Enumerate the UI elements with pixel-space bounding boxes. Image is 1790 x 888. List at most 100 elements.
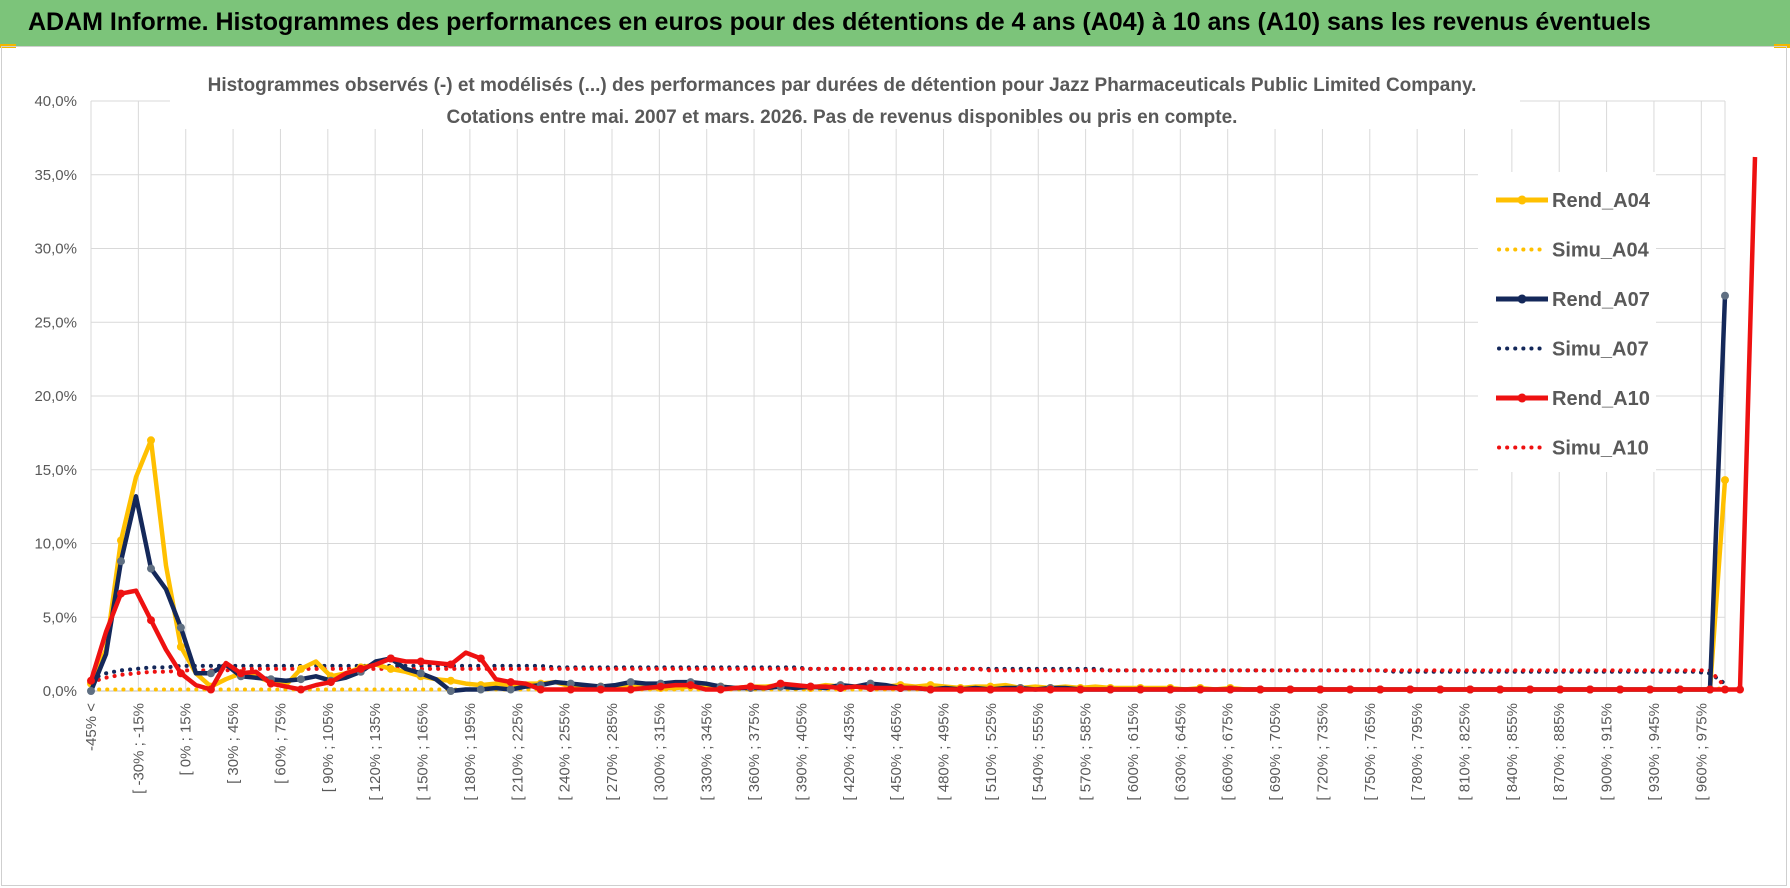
page-title: ADAM Informe. Histogrammes des performan… — [28, 8, 1651, 36]
series-rend-a04-point — [296, 664, 305, 673]
series-rend-a10-point — [1346, 685, 1355, 694]
series-rend-a10-point — [1436, 685, 1445, 694]
x-tick-label: [ 960% ; 975% — [1693, 703, 1710, 801]
series-rend-a10-point — [956, 685, 965, 694]
x-tick-label: [ 480% ; 495% — [936, 703, 953, 801]
series-rend-a10-point — [1166, 685, 1175, 694]
x-tick-label: -45% < — [83, 703, 100, 751]
series-rend-a10-point — [1616, 685, 1625, 694]
x-tick-label: [ 840% ; 855% — [1504, 703, 1521, 801]
series-rend-a10-point — [1496, 685, 1505, 694]
series-rend-a04-line — [88, 438, 1728, 692]
series-rend-a10-point — [776, 679, 785, 688]
x-tick-label: [ 180% ; 195% — [462, 703, 479, 801]
series-rend-a10-point — [716, 685, 725, 694]
series-rend-a10-point — [1526, 685, 1535, 694]
series-rend-a10-point — [416, 657, 425, 666]
series-rend-a10-point — [986, 685, 995, 694]
y-tick-label: 40,0% — [34, 93, 77, 110]
series-rend-a10-point — [1721, 685, 1729, 694]
series-rend-a07-point — [566, 679, 575, 688]
series-rend-a10-point — [1076, 685, 1085, 694]
series-rend-a10-point — [176, 669, 185, 678]
series-rend-a10-point — [806, 682, 815, 691]
series-rend-a10-point — [1406, 685, 1415, 694]
y-tick-label: 25,0% — [34, 314, 77, 331]
x-tick-label: [ 510% ; 525% — [983, 703, 1000, 801]
y-tick-label: 20,0% — [34, 388, 77, 405]
series-rend-a10-point — [1196, 685, 1205, 694]
series-rend-a04-point — [1721, 476, 1729, 485]
series-rend-a07-point — [506, 685, 515, 694]
title-backdrop — [170, 63, 1520, 129]
chart-subtitle: Cotations entre mai. 2007 et mars. 2026.… — [447, 107, 1238, 128]
legend-rend-a04-marker — [1517, 195, 1527, 205]
x-tick-label: [ -30% ; -15% — [130, 703, 147, 794]
series-rend-a10-point — [446, 660, 455, 669]
x-tick-label: [ 600% ; 615% — [1125, 703, 1142, 801]
series-rend-a10-point — [536, 685, 545, 694]
series-rend-a10-point — [626, 685, 635, 694]
series-rend-a10-point — [117, 589, 125, 598]
series-rend-a10-point — [1376, 685, 1385, 694]
series-rend-a04-point — [176, 642, 185, 651]
header-banner: ADAM Informe. Histogrammes des performan… — [0, 0, 1790, 46]
legend: Rend_A04 Simu_A04 Rend_A07 Simu_A07 Rend_A10… — [1478, 172, 1656, 472]
series-rend-a10-point — [1046, 685, 1055, 694]
legend-rend-a07-label: Rend_A07 — [1552, 289, 1650, 311]
series-rend-a07-point — [476, 685, 485, 694]
series-rend-a10-point — [206, 685, 215, 694]
x-tick-label: [ 150% ; 165% — [415, 703, 432, 801]
chart-title: Histogrammes observés (-) et modélisés (… — [208, 75, 1477, 96]
series-rend-a10-point — [1286, 685, 1295, 694]
x-tick-label: [ 390% ; 405% — [793, 703, 810, 801]
series-rend-a10-point — [746, 682, 755, 691]
x-tick-label: [ 540% ; 555% — [1030, 703, 1047, 801]
series-rend-a07-point — [87, 687, 95, 695]
chart-frame — [1, 46, 1787, 886]
x-tick-label: [ 30% ; 45% — [225, 703, 242, 784]
series-rend-a10-point — [236, 669, 245, 678]
series-rend-a10-point — [147, 616, 155, 625]
series-rend-a04-point — [147, 436, 155, 445]
series-rend-a10-point — [1316, 685, 1325, 694]
series-rend-a10-point — [926, 685, 935, 694]
legend-simu-a10-label: Simu_A10 — [1552, 438, 1649, 460]
x-tick-label: [ 750% ; 765% — [1362, 703, 1379, 801]
y-axis-ticks: 0,0% 5,0% 10,0% 15,0% 20,0% 25,0% 30,0% 35,0% 40… — [34, 93, 77, 700]
x-tick-label: [ 690% ; 705% — [1267, 703, 1284, 801]
y-tick-label: 35,0% — [34, 167, 77, 184]
series-rend-a07-point — [626, 678, 635, 687]
series-rend-a10-point — [686, 681, 695, 690]
y-tick-label: 10,0% — [34, 536, 77, 553]
series-rend-a10-point — [1736, 685, 1744, 694]
legend-simu-a07-label: Simu_A07 — [1552, 339, 1649, 361]
series-rend-a10-line — [88, 156, 1758, 692]
series-rend-a10-point — [356, 664, 365, 673]
series-rend-a10-point — [1706, 685, 1714, 694]
y-tick-label: 15,0% — [34, 462, 77, 479]
series-rend-a07-point — [176, 623, 185, 632]
series-rend-a10-point — [1586, 685, 1595, 694]
series-rend-a10-point — [1256, 685, 1265, 694]
series-rend-a07-point — [1721, 291, 1729, 300]
gridlines — [90, 100, 1726, 692]
series-rend-a04-point — [117, 536, 125, 545]
x-tick-label: [ 870% ; 885% — [1551, 703, 1568, 801]
series-rend-a10-point — [1556, 685, 1565, 694]
series-rend-a10-point — [896, 684, 905, 692]
series-rend-a07-point — [206, 669, 215, 678]
series-rend-a07-point — [117, 557, 125, 566]
legend-rend-a10-marker — [1517, 393, 1527, 403]
x-tick-label: [ 0% ; 15% — [178, 703, 195, 776]
series-rend-a10-point — [656, 682, 665, 691]
series-rend-a07-point — [446, 687, 455, 695]
series-rend-a10-point — [1646, 685, 1654, 694]
x-tick-label: [ 630% ; 645% — [1172, 703, 1189, 801]
series-rend-a07-point — [416, 669, 425, 678]
legend-simu-a04-label: Simu_A04 — [1552, 240, 1650, 262]
series-rend-a10-point — [266, 679, 275, 688]
y-tick-label: 5,0% — [43, 609, 77, 626]
series-rend-a10-point — [836, 684, 845, 692]
x-tick-label: [ 360% ; 375% — [746, 703, 763, 801]
